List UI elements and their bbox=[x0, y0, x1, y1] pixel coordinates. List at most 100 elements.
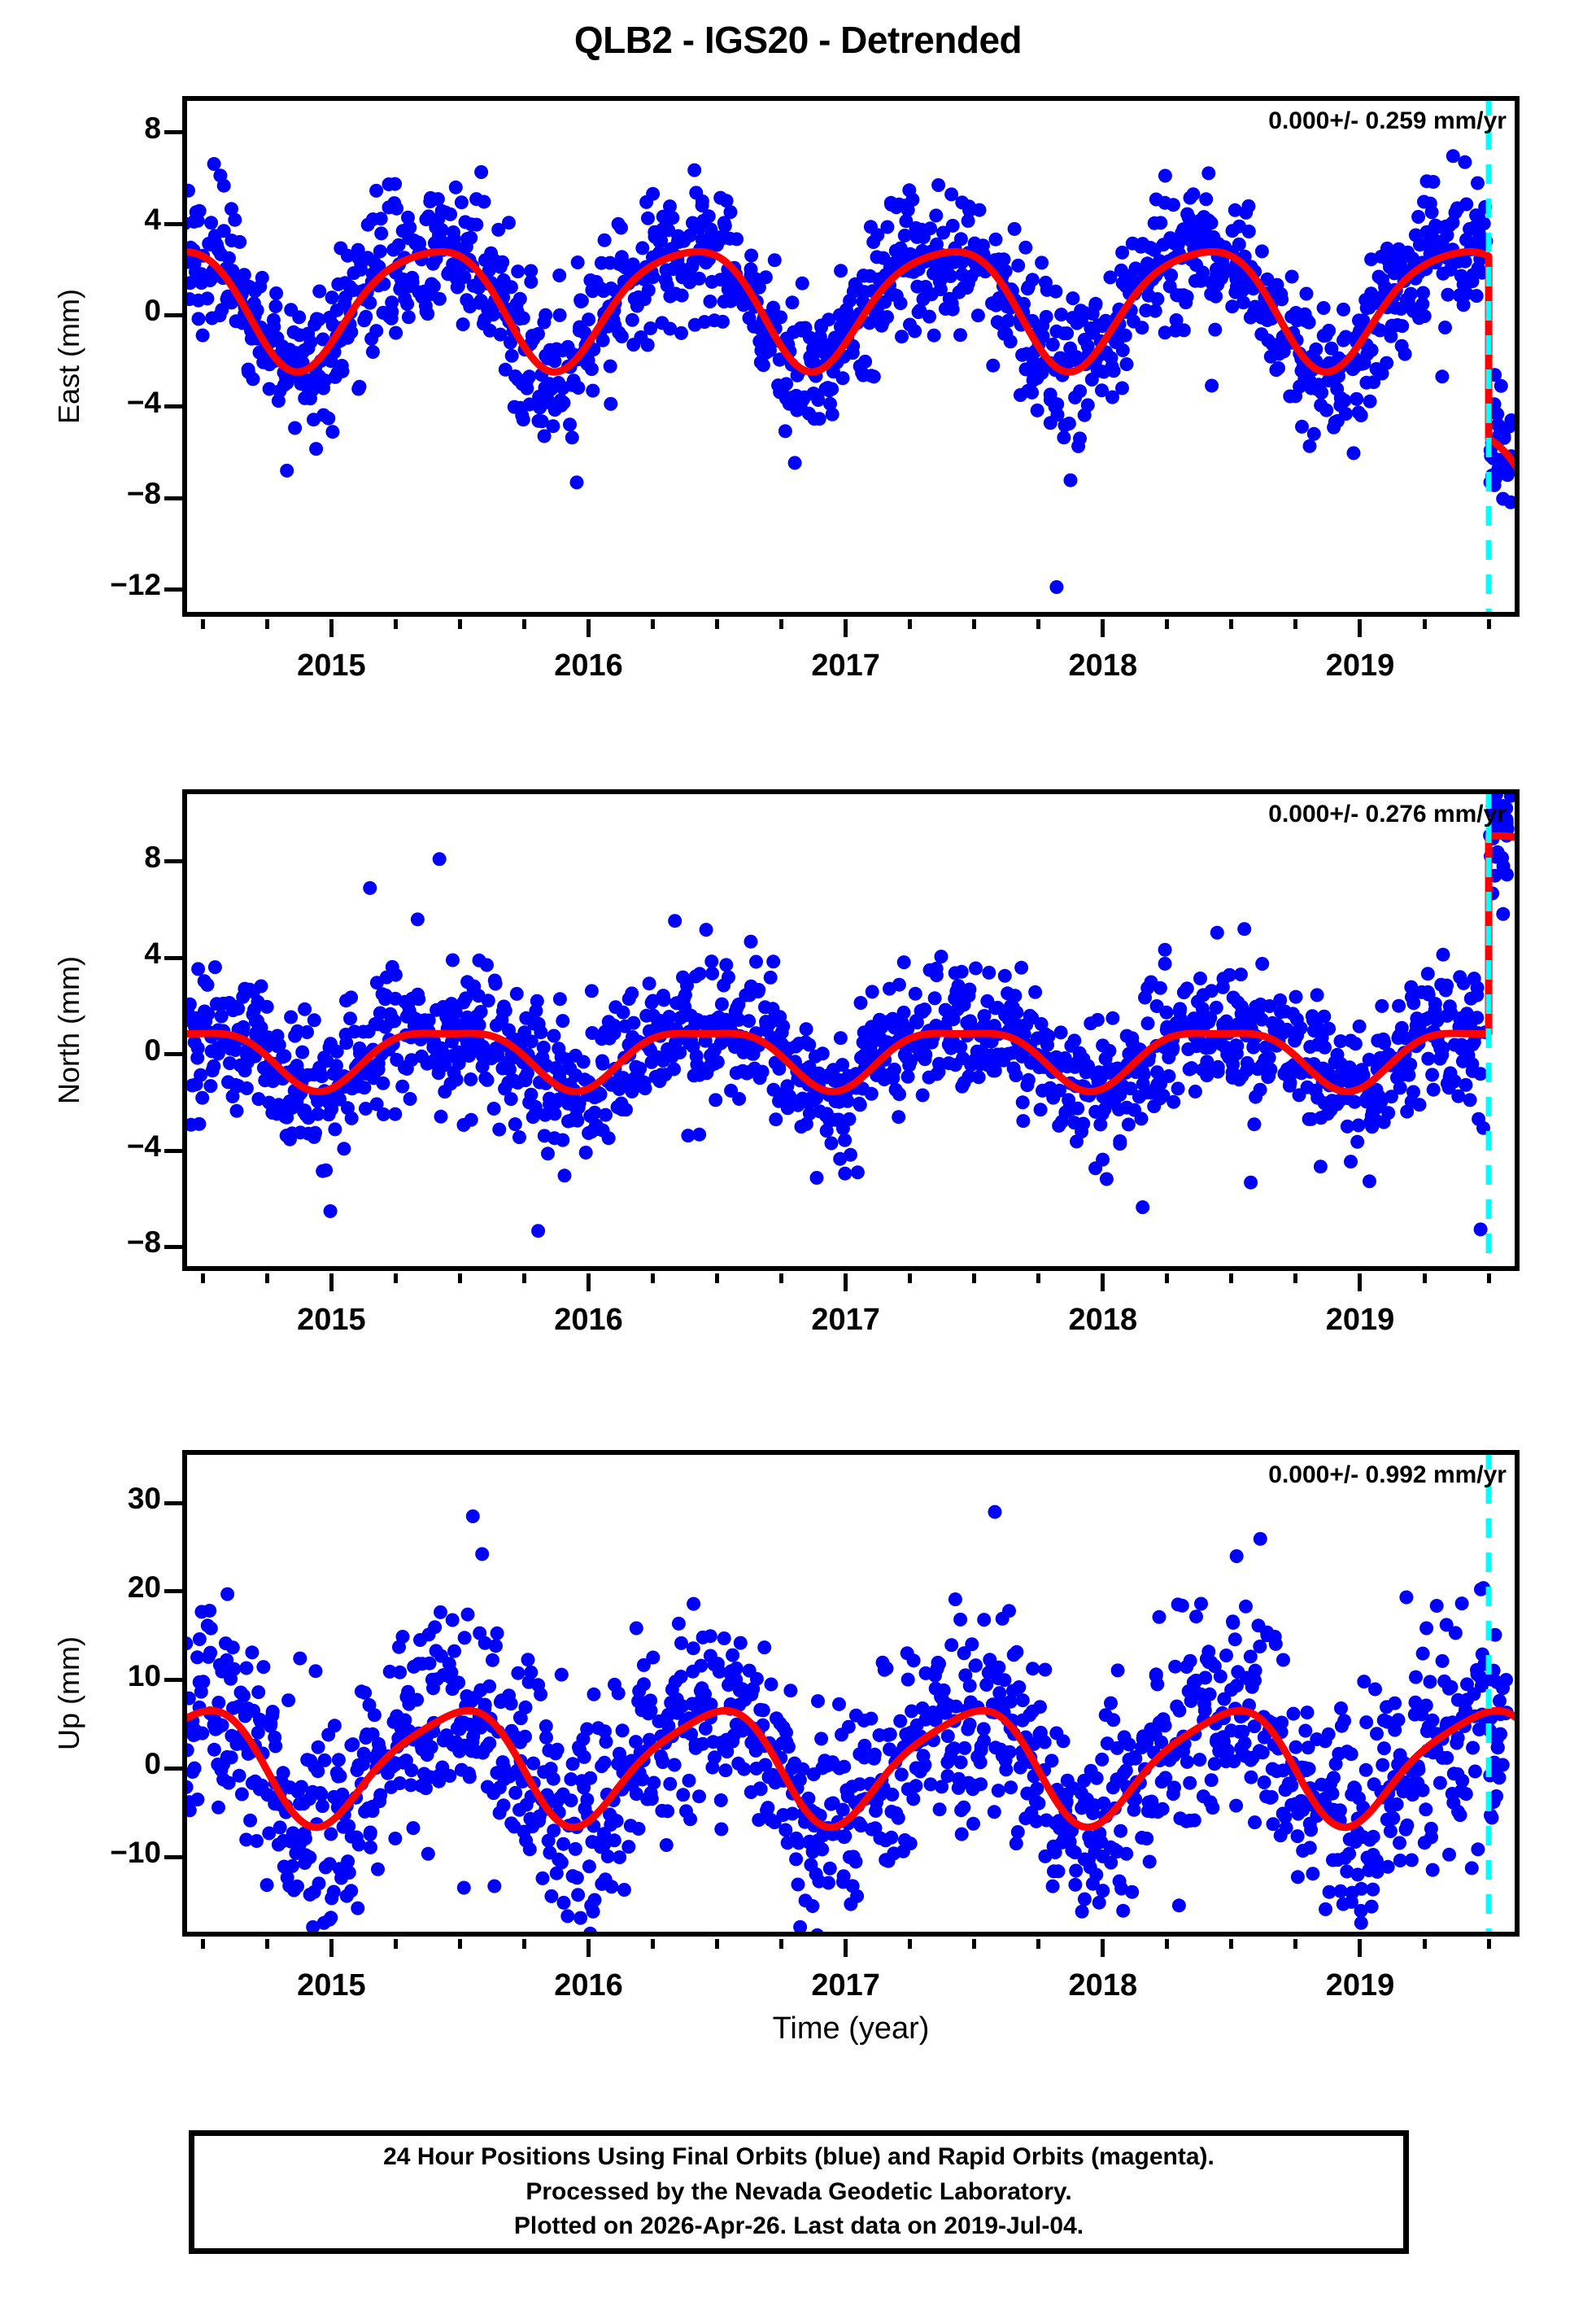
x-major-tick-north bbox=[844, 1273, 848, 1291]
y-tick-up-0 bbox=[164, 1500, 182, 1505]
x-minor-tick-up bbox=[457, 1939, 462, 1949]
plot-panel-up bbox=[182, 1450, 1520, 1937]
x-major-tick-up bbox=[329, 1939, 334, 1957]
x-minor-tick-up bbox=[1229, 1939, 1234, 1949]
y-tick-north-3 bbox=[164, 1148, 182, 1153]
x-minor-tick-up bbox=[715, 1939, 720, 1949]
x-major-tick-north bbox=[1101, 1273, 1105, 1291]
x-minor-tick-east bbox=[200, 619, 205, 629]
figure-caption-box: 24 Hour Positions Using Final Orbits (bl… bbox=[189, 2130, 1409, 2254]
x-axis-title: Time (year) bbox=[772, 2011, 930, 2046]
x-minor-tick-east bbox=[457, 619, 462, 629]
x-minor-tick-up bbox=[1486, 1939, 1491, 1949]
x-major-tick-east bbox=[1101, 619, 1105, 637]
y-tick-label-north-3: −4 bbox=[126, 1129, 161, 1163]
caption-line-3: Plotted on 2026-Apr-26. Last data on 201… bbox=[513, 2212, 1084, 2240]
x-minor-tick-up bbox=[521, 1939, 526, 1949]
x-tick-label-north-2: 2017 bbox=[811, 1303, 880, 1337]
y-tick-label-north-2: 0 bbox=[144, 1033, 161, 1067]
x-minor-tick-north bbox=[393, 1273, 398, 1283]
caption-line-1: 24 Hour Positions Using Final Orbits (bl… bbox=[383, 2143, 1214, 2171]
outlier-point bbox=[988, 1505, 1002, 1519]
rate-annotation-east: 0.000+/- 0.259 mm/yr bbox=[1268, 107, 1507, 134]
model-line-offset-north bbox=[1485, 832, 1520, 1034]
x-minor-tick-east bbox=[1036, 619, 1041, 629]
y-tick-up-4 bbox=[164, 1854, 182, 1859]
y-tick-label-up-4: −10 bbox=[110, 1836, 161, 1870]
y-tick-label-up-0: 30 bbox=[127, 1482, 161, 1516]
y-tick-label-east-0: 8 bbox=[144, 111, 161, 145]
outlier-point bbox=[432, 852, 447, 867]
plot-frame-east bbox=[182, 96, 1520, 617]
x-tick-label-east-2: 2017 bbox=[811, 649, 880, 683]
x-minor-tick-east bbox=[521, 619, 526, 629]
x-minor-tick-up bbox=[264, 1939, 269, 1949]
y-tick-east-1 bbox=[164, 221, 182, 226]
x-major-tick-north bbox=[1358, 1273, 1363, 1291]
x-tick-label-north-1: 2016 bbox=[554, 1303, 623, 1337]
x-minor-tick-north bbox=[908, 1273, 913, 1283]
data-layer-east bbox=[182, 96, 1520, 617]
y-tick-east-4 bbox=[164, 496, 182, 500]
x-minor-tick-east bbox=[393, 619, 398, 629]
model-line-east bbox=[182, 247, 1493, 376]
y-axis-title-east: East (mm) bbox=[52, 289, 85, 424]
x-major-tick-up bbox=[844, 1939, 848, 1957]
x-tick-label-up-0: 2015 bbox=[297, 1968, 366, 2002]
y-tick-label-east-3: −4 bbox=[126, 385, 161, 419]
y-tick-label-east-5: −12 bbox=[110, 568, 161, 602]
scatter-points-up bbox=[182, 1505, 1514, 1937]
x-minor-tick-north bbox=[715, 1273, 720, 1283]
y-tick-label-up-1: 20 bbox=[127, 1570, 161, 1604]
x-minor-tick-up bbox=[972, 1939, 977, 1949]
y-tick-east-2 bbox=[164, 312, 182, 317]
x-tick-label-up-3: 2018 bbox=[1068, 1968, 1138, 2002]
plot-panel-north bbox=[182, 789, 1520, 1271]
x-minor-tick-north bbox=[1165, 1273, 1170, 1283]
x-major-tick-up bbox=[1358, 1939, 1363, 1957]
outlier-point bbox=[363, 880, 377, 895]
x-minor-tick-up bbox=[200, 1939, 205, 1949]
data-layer-up bbox=[182, 1450, 1520, 1937]
x-tick-label-east-0: 2015 bbox=[297, 649, 366, 683]
y-tick-up-3 bbox=[164, 1766, 182, 1771]
outlier-point bbox=[465, 1509, 480, 1523]
outlier-point bbox=[1049, 580, 1064, 594]
caption-line-2: Processed by the Nevada Geodetic Laborat… bbox=[525, 2177, 1072, 2205]
x-minor-tick-north bbox=[972, 1273, 977, 1283]
x-minor-tick-north bbox=[1293, 1273, 1298, 1283]
rate-annotation-up: 0.000+/- 0.992 mm/yr bbox=[1268, 1461, 1507, 1488]
x-minor-tick-north bbox=[264, 1273, 269, 1283]
model-line-north bbox=[182, 1029, 1493, 1095]
y-tick-up-1 bbox=[164, 1589, 182, 1594]
x-major-tick-east bbox=[587, 619, 591, 637]
x-tick-label-up-2: 2017 bbox=[811, 1968, 880, 2002]
x-major-tick-up bbox=[587, 1939, 591, 1957]
x-tick-label-east-4: 2019 bbox=[1325, 649, 1395, 683]
y-tick-label-up-2: 10 bbox=[127, 1658, 161, 1692]
y-tick-label-north-4: −8 bbox=[126, 1225, 161, 1260]
x-minor-tick-east bbox=[1165, 619, 1170, 629]
x-minor-tick-up bbox=[651, 1939, 656, 1949]
outlier-point bbox=[1237, 922, 1252, 937]
x-minor-tick-east bbox=[1422, 619, 1427, 629]
x-tick-label-up-4: 2019 bbox=[1325, 1968, 1395, 2002]
plot-frame-up bbox=[182, 1450, 1520, 1937]
x-tick-label-up-1: 2016 bbox=[554, 1968, 623, 2002]
x-minor-tick-up bbox=[908, 1939, 913, 1949]
y-tick-north-4 bbox=[164, 1244, 182, 1249]
model-line-offset-up bbox=[1485, 1706, 1520, 1723]
x-minor-tick-up bbox=[1036, 1939, 1041, 1949]
x-major-tick-north bbox=[587, 1273, 591, 1291]
y-tick-north-0 bbox=[164, 859, 182, 864]
x-minor-tick-north bbox=[1486, 1273, 1491, 1283]
rate-annotation-north: 0.000+/- 0.276 mm/yr bbox=[1268, 801, 1507, 828]
x-minor-tick-east bbox=[715, 619, 720, 629]
y-axis-title-north: North (mm) bbox=[52, 956, 85, 1104]
x-major-tick-up bbox=[1101, 1939, 1105, 1957]
x-major-tick-north bbox=[329, 1273, 334, 1291]
model-line-up bbox=[182, 1706, 1493, 1832]
x-minor-tick-east bbox=[1293, 619, 1298, 629]
x-tick-label-north-0: 2015 bbox=[297, 1303, 366, 1337]
